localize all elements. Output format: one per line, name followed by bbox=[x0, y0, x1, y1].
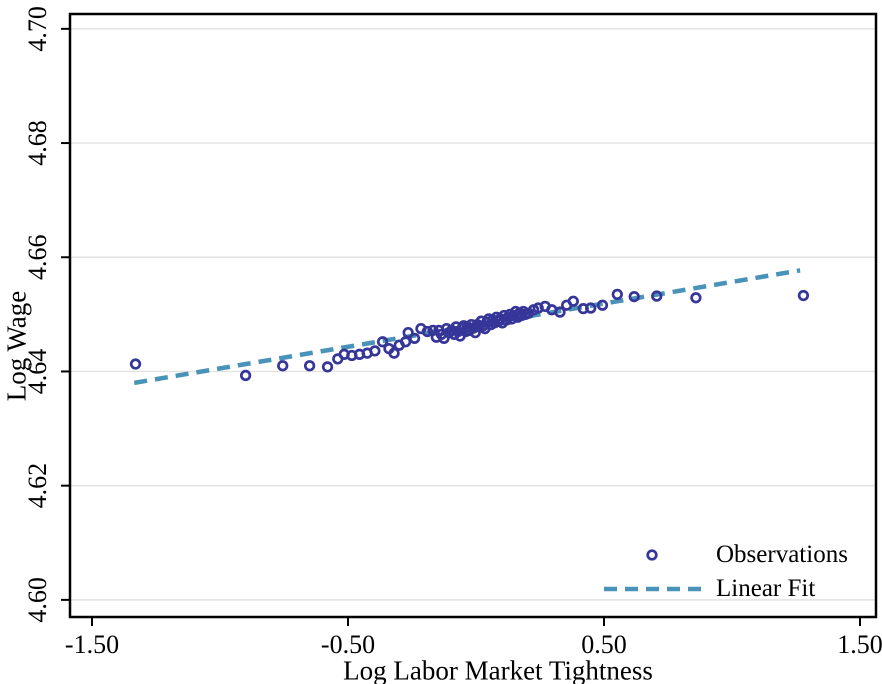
data-point bbox=[651, 290, 663, 302]
data-point bbox=[402, 326, 414, 339]
data-point bbox=[277, 360, 289, 372]
data-point bbox=[399, 336, 412, 348]
x-tick-label: 1.50 bbox=[837, 630, 882, 659]
y-tick-label: 4.64 bbox=[23, 349, 52, 395]
y-axis-title: Log Wage bbox=[1, 290, 32, 402]
data-point bbox=[321, 361, 334, 373]
data-point bbox=[369, 345, 381, 357]
data-point bbox=[239, 369, 252, 382]
y-tick-label: 4.70 bbox=[23, 6, 52, 52]
data-point bbox=[303, 360, 316, 372]
y-tick-label: 4.62 bbox=[23, 463, 52, 509]
legend-label-linear-fit: Linear Fit bbox=[716, 575, 816, 602]
linear-fit-line-icon bbox=[596, 585, 708, 593]
y-tick-label: 4.60 bbox=[23, 577, 52, 623]
data-point bbox=[388, 347, 400, 359]
legend: Observations Linear Fit bbox=[596, 538, 848, 606]
data-point bbox=[611, 288, 623, 301]
x-axis-title: Log Labor Market Tightness bbox=[343, 655, 653, 684]
data-point bbox=[596, 299, 609, 311]
legend-item-linear-fit: Linear Fit bbox=[596, 572, 848, 606]
legend-item-observations: Observations bbox=[596, 538, 848, 572]
data-point bbox=[628, 291, 640, 303]
data-point bbox=[421, 325, 434, 338]
data-point bbox=[567, 295, 579, 307]
x-tick-label: -0.50 bbox=[321, 630, 375, 659]
observations-marker-icon bbox=[596, 547, 708, 563]
data-point bbox=[129, 358, 142, 370]
x-tick-label: 0.50 bbox=[581, 630, 627, 659]
x-tick-label: -1.50 bbox=[65, 630, 119, 659]
data-point bbox=[797, 289, 810, 302]
data-point bbox=[408, 332, 421, 344]
legend-label-observations: Observations bbox=[716, 541, 848, 568]
data-point bbox=[690, 292, 702, 304]
plot-frame bbox=[68, 12, 878, 619]
data-point bbox=[554, 306, 566, 318]
data-point bbox=[376, 336, 389, 348]
data-point bbox=[585, 302, 597, 314]
y-tick-label: 4.66 bbox=[23, 235, 52, 281]
y-tick-label: 4.68 bbox=[23, 120, 52, 166]
